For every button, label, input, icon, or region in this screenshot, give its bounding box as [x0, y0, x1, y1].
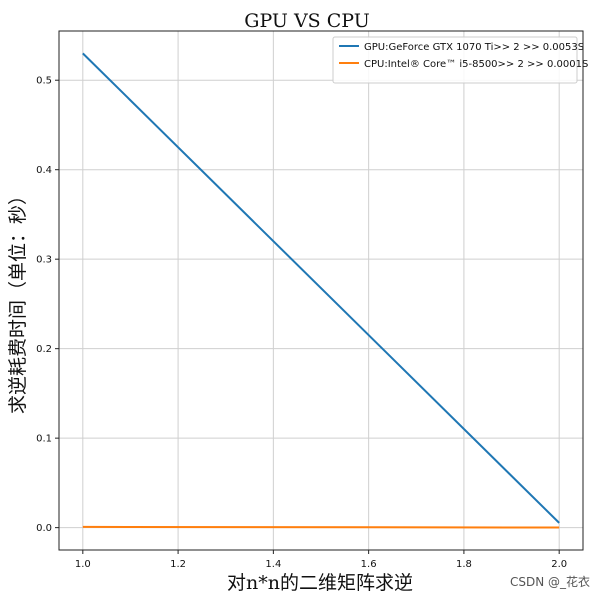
- y-tick-label: 0.5: [36, 76, 52, 87]
- legend-label: CPU:Intel® Core™ i5-8500>> 2 >> 0.0001S: [364, 59, 588, 70]
- y-tick-label: 0.2: [36, 344, 52, 355]
- x-axis-label: 对n*n的二维矩阵求逆: [227, 572, 413, 594]
- series-line-gpu: [82, 52, 560, 524]
- series-layer: [82, 52, 560, 529]
- legend-label: GPU:GeForce GTX 1070 Ti>> 2 >> 0.0053S: [364, 42, 584, 53]
- x-tick-label: 1.4: [265, 559, 281, 570]
- x-tick-label: 1.0: [75, 559, 91, 570]
- y-axis-label: 求逆耗费时间（单位：秒）: [7, 186, 29, 414]
- y-tick-label: 0.0: [36, 523, 52, 534]
- axis-ticks: 1.0 1.2 1.4 1.6 1.8 2.0 0.0 0.1 0.2 0.3 0.4 0.5: [36, 76, 567, 570]
- chart-title: GPU VS CPU: [244, 10, 369, 32]
- grid-lines: [59, 31, 583, 550]
- y-tick-label: 0.4: [36, 165, 52, 176]
- watermark: CSDN @_花衣: [510, 574, 590, 589]
- y-tick-label: 0.3: [36, 255, 52, 266]
- series-line-cpu: [82, 525, 560, 529]
- x-tick-label: 1.8: [456, 559, 472, 570]
- x-tick-label: 1.2: [170, 559, 186, 570]
- y-tick-label: 0.1: [36, 434, 52, 445]
- legend: GPU:GeForce GTX 1070 Ti>> 2 >> 0.0053S CP…: [332, 36, 588, 84]
- plot-frame: [58, 30, 584, 551]
- legend-box: [332, 36, 578, 84]
- x-tick-label: 2.0: [551, 559, 567, 570]
- x-tick-label: 1.6: [361, 559, 377, 570]
